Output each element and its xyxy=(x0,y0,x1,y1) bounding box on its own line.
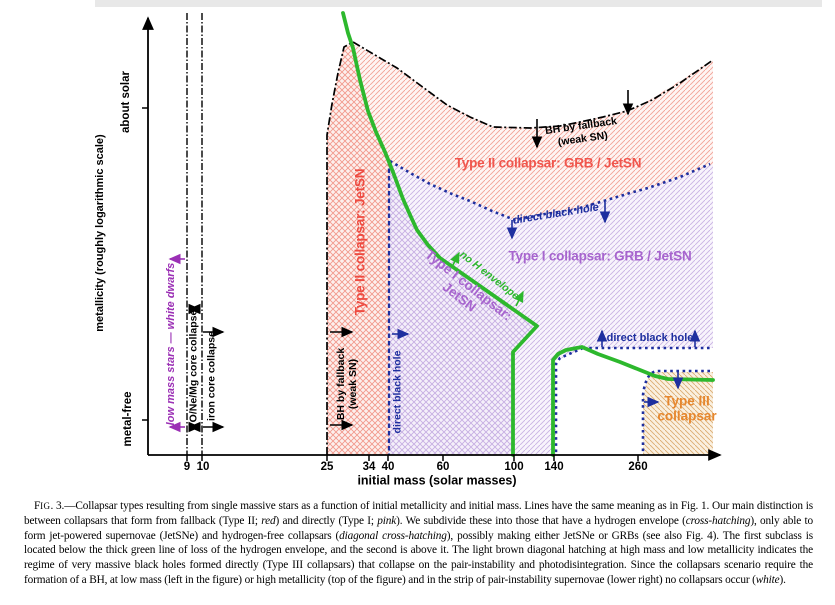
purple-arrows xyxy=(168,253,185,433)
figure-caption: FIG. 3.—Collapsar types resulting from s… xyxy=(24,500,813,586)
y-axis-title: metallicity (roughly logarithmic scale) xyxy=(94,134,107,332)
label-iron-core-collapse: iron core collapse xyxy=(205,331,218,421)
x-axis-ticks xyxy=(186,455,639,461)
label-bh-fallback-vertical-line1: BH by fallback xyxy=(335,347,347,421)
label-type1-grb-jetsn: Type I collapsar: GRB / JetSN xyxy=(508,248,692,264)
label-bh-fallback-vertical-line2: (weak SN) xyxy=(347,358,359,410)
y-label-about-solar: about solar xyxy=(119,71,132,133)
x-tick-label-10: 10 xyxy=(196,461,210,473)
blue-arrows xyxy=(392,202,701,408)
label-type2-grb-jetsn: Type II collapsar: GRB / JetSN xyxy=(454,155,642,171)
x-tick-label-140: 140 xyxy=(544,461,564,473)
green-arrows xyxy=(450,251,524,307)
label-onemg-core-collapse: O/Ne/Mg core collapse xyxy=(187,309,200,423)
x-tick-label-100: 100 xyxy=(504,461,524,473)
x-tick-label-60: 60 xyxy=(436,461,450,473)
y-label-metal-free: metal-free xyxy=(121,391,134,447)
x-tick-label-34: 34 xyxy=(362,461,376,473)
label-type3-collapsar: Type III collapsar xyxy=(657,393,717,424)
x-axis-title: initial mass (solar masses) xyxy=(357,473,517,488)
scan-edge-band xyxy=(95,0,822,7)
label-type3-line1: Type III xyxy=(664,393,710,409)
region-type2-diagonal xyxy=(352,43,713,220)
collapsar-diagram-canvas xyxy=(142,11,722,461)
x-tick-label-25: 25 xyxy=(320,461,334,473)
region-type2-crosshatch xyxy=(327,43,389,455)
type3-dotted-boundary xyxy=(641,369,710,455)
y-axis-ticks xyxy=(142,107,148,421)
label-type2-jetsn: Type II collapsar: JetSN xyxy=(352,168,368,316)
label-direct-bh-lower: direct black hole xyxy=(606,332,694,345)
direct-bh-dotted-140 xyxy=(554,346,584,455)
region-type1-crosshatch xyxy=(389,161,537,455)
black-arrows xyxy=(188,90,634,433)
label-direct-bh-vertical: direct black hole xyxy=(391,350,404,434)
green-h-envelope-line-right xyxy=(551,345,715,457)
region-type1-diagonal xyxy=(390,161,713,455)
label-type3-line2: collapsar xyxy=(657,408,717,423)
x-tick-label-260: 260 xyxy=(628,461,648,473)
region-type3-tan xyxy=(643,372,713,455)
x-tick-label-9: 9 xyxy=(183,461,191,473)
green-h-envelope-line-left xyxy=(341,11,539,457)
label-low-mass-stars: low mass stars — white dwarfs xyxy=(165,262,178,426)
label-bh-fallback-vertical: BH by fallback (weak SN) xyxy=(335,348,359,420)
x-tick-label-40: 40 xyxy=(381,461,395,473)
